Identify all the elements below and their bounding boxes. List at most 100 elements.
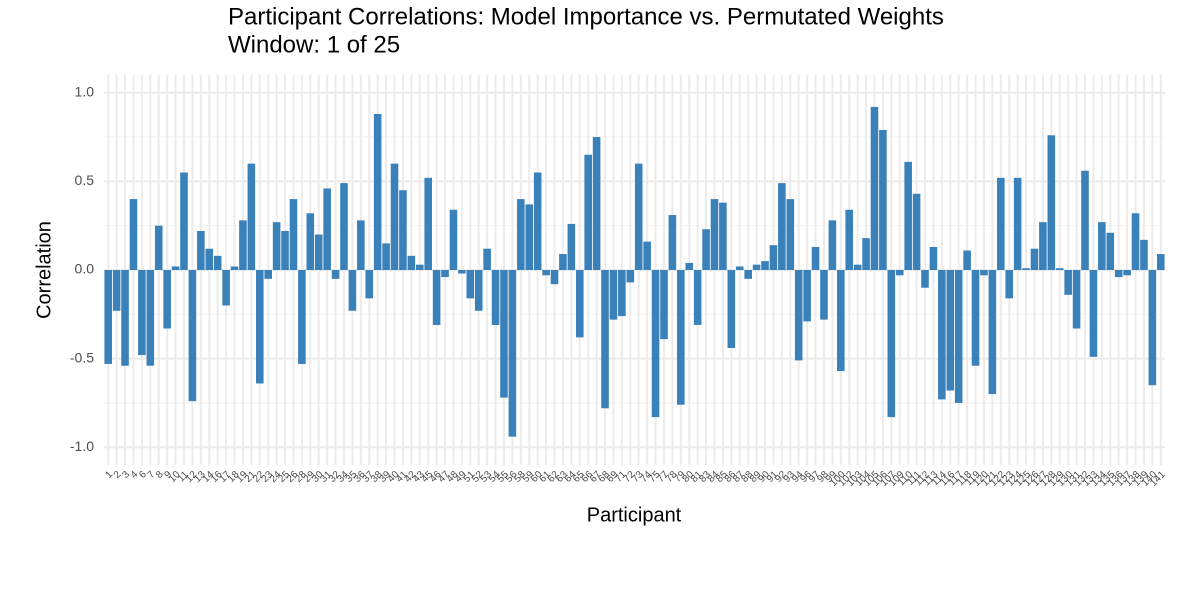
- bar: [837, 270, 845, 372]
- bar: [929, 246, 938, 270]
- y-tick-label: 0.5: [75, 172, 95, 188]
- chart-title: Participant Correlations: Model Importan…: [228, 3, 944, 30]
- bar: [660, 270, 668, 340]
- bar: [1055, 268, 1064, 270]
- bar: [1022, 268, 1030, 270]
- bar: [163, 270, 171, 329]
- y-tick-label: 0.0: [75, 261, 95, 277]
- bar: [239, 220, 247, 270]
- bar: [719, 202, 727, 270]
- bar: [601, 270, 609, 409]
- bar: [407, 255, 416, 270]
- bar: [895, 270, 904, 276]
- bar: [1030, 248, 1039, 270]
- bar: [483, 248, 491, 270]
- bar: [247, 163, 256, 270]
- bar: [1039, 222, 1047, 270]
- bar: [584, 154, 592, 270]
- bar: [744, 270, 752, 279]
- bar: [963, 250, 971, 270]
- bar: [222, 270, 230, 306]
- bar: [685, 262, 694, 270]
- bar: [592, 137, 601, 270]
- bar: [559, 254, 567, 270]
- bar: [415, 264, 424, 270]
- bar: [1148, 270, 1157, 386]
- bar: [769, 245, 778, 270]
- bar: [912, 193, 921, 270]
- bar: [1047, 135, 1056, 270]
- bar: [921, 270, 929, 288]
- bar: [677, 270, 685, 405]
- bar: [180, 172, 188, 270]
- bar: [862, 238, 870, 270]
- bar: [272, 222, 281, 270]
- bar: [458, 270, 466, 274]
- bar: [820, 270, 828, 320]
- bar: [129, 199, 138, 270]
- bar: [752, 264, 761, 270]
- bar: [466, 270, 475, 299]
- bar: [668, 215, 677, 270]
- bar: [1140, 239, 1148, 270]
- bar: [946, 270, 955, 391]
- bar: [567, 223, 576, 270]
- bar: [786, 199, 795, 270]
- bar: [1157, 254, 1165, 270]
- bar: [171, 266, 180, 270]
- bar: [230, 266, 239, 270]
- bar: [1081, 170, 1089, 270]
- bar: [879, 129, 887, 270]
- bar: [213, 255, 222, 270]
- bar: [1013, 177, 1022, 270]
- bar: [306, 213, 315, 270]
- bar: [1089, 270, 1098, 357]
- bar: [887, 270, 896, 418]
- bar: [794, 270, 803, 361]
- bar: [357, 220, 365, 270]
- bar: [1064, 270, 1072, 295]
- bar: [205, 248, 214, 270]
- bar: [525, 204, 534, 270]
- bar: [340, 183, 348, 270]
- bar: [138, 270, 146, 356]
- bar: [811, 246, 820, 270]
- y-tick-label: -0.5: [70, 349, 94, 365]
- bar: [643, 241, 651, 270]
- bar: [971, 270, 980, 366]
- bar: [264, 270, 272, 279]
- chart-subtitle: Window: 1 of 25: [228, 31, 400, 58]
- bar: [778, 183, 786, 270]
- bar: [1123, 270, 1131, 276]
- bar: [399, 190, 407, 270]
- bar: [988, 270, 997, 395]
- x-axis-label: Participant: [587, 504, 682, 526]
- bar: [112, 270, 121, 311]
- bar: [154, 225, 163, 270]
- bar: [197, 231, 205, 270]
- bar: [954, 270, 963, 403]
- bar: [365, 270, 374, 299]
- bar: [1072, 270, 1081, 329]
- bar: [517, 199, 525, 270]
- bar: [870, 106, 879, 270]
- bar: [281, 231, 289, 270]
- bar: [1114, 270, 1123, 278]
- bar: [500, 270, 508, 398]
- bar: [449, 209, 458, 270]
- bar: [1005, 270, 1014, 299]
- bar: [1131, 213, 1140, 270]
- bar: [997, 177, 1005, 270]
- bar: [828, 220, 837, 270]
- bar: [609, 270, 618, 320]
- bar: [474, 270, 483, 311]
- bar: [104, 270, 112, 364]
- bar: [803, 270, 811, 322]
- bar: [373, 114, 382, 270]
- bar: [314, 234, 323, 270]
- bar: [550, 270, 559, 285]
- bar: [575, 270, 584, 338]
- bar: [693, 270, 702, 325]
- bar: [1106, 232, 1115, 270]
